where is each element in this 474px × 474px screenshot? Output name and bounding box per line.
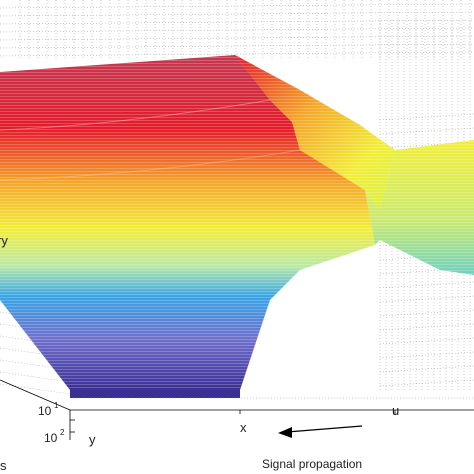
grid-line bbox=[379, 323, 474, 331]
surface-right-face-lines bbox=[365, 140, 474, 275]
surface-body bbox=[0, 55, 474, 398]
front-tick-x: x bbox=[240, 420, 247, 435]
surface-main-face-lines bbox=[0, 55, 375, 390]
grid-line bbox=[0, 27, 474, 33]
grid-line bbox=[379, 337, 474, 345]
grid-line bbox=[379, 351, 474, 359]
axis-frame bbox=[0, 379, 474, 440]
grid-line bbox=[379, 281, 474, 289]
grid-line bbox=[0, 51, 474, 57]
surface-front-edge bbox=[70, 390, 240, 398]
grid-line bbox=[379, 113, 474, 121]
grid-line bbox=[0, 19, 474, 25]
grid-line bbox=[0, 43, 474, 49]
grid-line bbox=[0, 3, 474, 9]
surface-ridge-lines bbox=[235, 55, 395, 210]
depth-tick-base: 10 bbox=[44, 431, 58, 445]
grid-line bbox=[0, 383, 71, 395]
arrow-left-icon bbox=[278, 425, 363, 438]
surface-crease-2 bbox=[0, 149, 301, 181]
depth-axis-letter: y bbox=[89, 432, 96, 447]
grid-line bbox=[379, 309, 474, 317]
front-tick-u: u bbox=[392, 403, 399, 418]
depth-tick-1: 10 1 bbox=[38, 401, 59, 418]
grid-line bbox=[379, 127, 474, 135]
surface-crease-1 bbox=[0, 99, 271, 131]
grid-line bbox=[0, 35, 474, 41]
grid-line bbox=[379, 365, 474, 373]
depth-tick-base: 10 bbox=[38, 404, 52, 418]
grid-line bbox=[379, 295, 474, 303]
grid-line bbox=[379, 379, 474, 387]
front-axis-label: Signal propagation bbox=[262, 457, 362, 471]
left-axis-label: ry bbox=[0, 233, 8, 248]
depth-tick-2: 10 2 bbox=[44, 428, 65, 445]
grid-line bbox=[0, 11, 474, 17]
corner-label: s bbox=[0, 458, 7, 473]
depth-tick-exponent: 2 bbox=[60, 428, 65, 437]
depth-tick-exponent: 1 bbox=[54, 401, 59, 410]
